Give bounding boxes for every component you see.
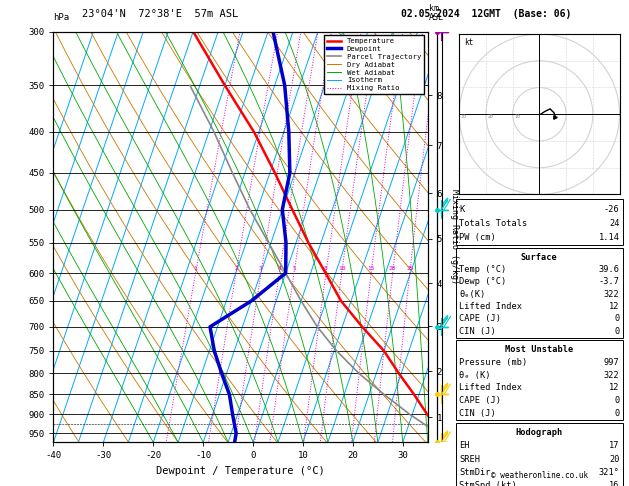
Text: 25: 25 — [406, 266, 413, 271]
Text: 0: 0 — [615, 396, 620, 405]
Text: 0: 0 — [615, 314, 620, 323]
Text: 322: 322 — [604, 290, 620, 299]
Text: 0: 0 — [615, 409, 620, 418]
Text: CAPE (J): CAPE (J) — [459, 314, 501, 323]
Text: θₑ (K): θₑ (K) — [459, 371, 491, 380]
Text: 10: 10 — [514, 114, 520, 119]
Text: kt: kt — [465, 38, 474, 47]
Text: Lifted Index: Lifted Index — [459, 302, 522, 311]
Text: 15: 15 — [367, 266, 375, 271]
Text: km
ASL: km ASL — [429, 4, 444, 22]
Text: StmDir: StmDir — [459, 468, 491, 477]
Text: CAPE (J): CAPE (J) — [459, 396, 501, 405]
Text: 1.14: 1.14 — [599, 233, 620, 242]
Y-axis label: Mixing Ratio (g/kg): Mixing Ratio (g/kg) — [450, 190, 459, 284]
Text: 16: 16 — [609, 481, 620, 486]
Text: Dewp (°C): Dewp (°C) — [459, 278, 506, 286]
Text: Pressure (mb): Pressure (mb) — [459, 358, 528, 367]
Text: 322: 322 — [604, 371, 620, 380]
Text: 4: 4 — [277, 266, 281, 271]
Text: 30: 30 — [460, 114, 466, 119]
Text: -26: -26 — [604, 205, 620, 214]
Text: 23°04'N  72°38'E  57m ASL: 23°04'N 72°38'E 57m ASL — [82, 9, 238, 19]
Text: -3.7: -3.7 — [599, 278, 620, 286]
Text: θₑ(K): θₑ(K) — [459, 290, 486, 299]
Text: 997: 997 — [604, 358, 620, 367]
Text: Hodograph: Hodograph — [516, 428, 563, 437]
Text: Lifted Index: Lifted Index — [459, 383, 522, 393]
Text: PW (cm): PW (cm) — [459, 233, 496, 242]
Text: Totals Totals: Totals Totals — [459, 219, 528, 228]
Text: 20: 20 — [487, 114, 493, 119]
Text: 20: 20 — [609, 455, 620, 464]
Text: K: K — [459, 205, 464, 214]
Text: 8: 8 — [324, 266, 328, 271]
Text: 12: 12 — [609, 302, 620, 311]
Text: 24: 24 — [609, 219, 620, 228]
Text: 39.6: 39.6 — [599, 265, 620, 274]
Text: 02.05.2024  12GMT  (Base: 06): 02.05.2024 12GMT (Base: 06) — [401, 9, 572, 19]
Text: Most Unstable: Most Unstable — [505, 345, 574, 354]
Text: 1: 1 — [194, 266, 198, 271]
Text: SREH: SREH — [459, 455, 480, 464]
Text: CIN (J): CIN (J) — [459, 409, 496, 418]
Legend: Temperature, Dewpoint, Parcel Trajectory, Dry Adiabat, Wet Adiabat, Isotherm, Mi: Temperature, Dewpoint, Parcel Trajectory… — [324, 35, 424, 94]
Text: 17: 17 — [609, 441, 620, 451]
Text: 20: 20 — [389, 266, 396, 271]
Text: hPa: hPa — [53, 13, 70, 22]
Text: 5: 5 — [292, 266, 296, 271]
Text: 0: 0 — [615, 327, 620, 336]
Text: 12: 12 — [609, 383, 620, 393]
Text: CIN (J): CIN (J) — [459, 327, 496, 336]
Text: StmSpd (kt): StmSpd (kt) — [459, 481, 517, 486]
Text: © weatheronline.co.uk: © weatheronline.co.uk — [491, 471, 588, 480]
Text: EH: EH — [459, 441, 470, 451]
Text: Surface: Surface — [521, 253, 558, 262]
X-axis label: Dewpoint / Temperature (°C): Dewpoint / Temperature (°C) — [156, 466, 325, 476]
Text: 10: 10 — [338, 266, 345, 271]
Text: 2: 2 — [234, 266, 238, 271]
Text: Temp (°C): Temp (°C) — [459, 265, 506, 274]
Text: 3: 3 — [259, 266, 263, 271]
Text: 321°: 321° — [599, 468, 620, 477]
